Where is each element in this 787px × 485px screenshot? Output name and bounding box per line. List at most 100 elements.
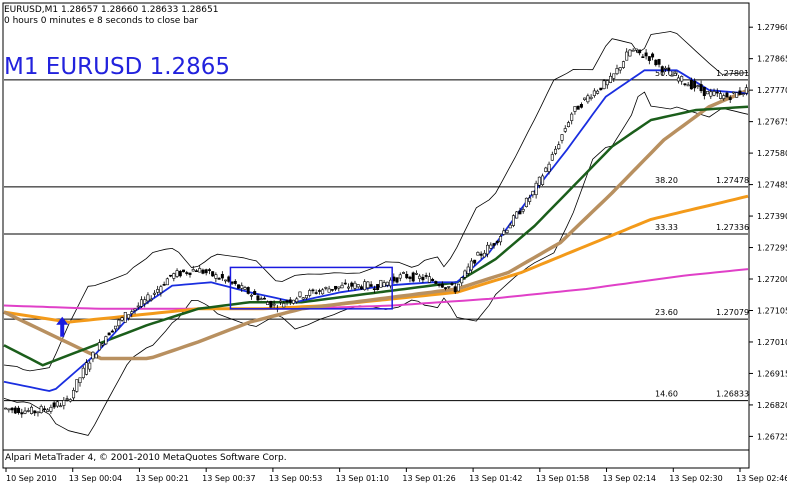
candle-body (735, 92, 739, 98)
candle-body (224, 279, 228, 282)
candle-body (709, 91, 713, 97)
candle-body (463, 270, 467, 278)
candle-body (392, 276, 396, 282)
time-tick-label: 13 Sep 00:21 (135, 474, 188, 483)
candle-body (149, 298, 153, 301)
candle-body (427, 276, 431, 283)
time-tick-label: 13 Sep 00:04 (69, 474, 122, 483)
candle-body (314, 292, 318, 294)
candle-body (204, 269, 208, 274)
candle-body (52, 402, 56, 408)
candle-body (482, 252, 486, 258)
candle-body (104, 336, 108, 345)
candle-body (97, 342, 101, 351)
candle-body (524, 197, 528, 208)
candle-body (418, 275, 422, 279)
candle-body (185, 272, 189, 274)
highlight-rectangle (229, 266, 393, 310)
ma-green-line (3, 105, 749, 367)
candle-body (272, 303, 276, 306)
candle-body (405, 273, 409, 279)
candle-body (162, 284, 166, 286)
candle-body (456, 283, 460, 292)
candle-body (279, 300, 283, 303)
candle-body (689, 80, 693, 90)
candle-body (515, 211, 519, 219)
time-tick-label: 13 Sep 00:53 (269, 474, 322, 483)
candle-body (654, 59, 658, 66)
candle-body (211, 271, 215, 277)
candle-body (243, 287, 247, 290)
candle-body (317, 290, 321, 292)
candle-body (411, 272, 415, 282)
fibo-price-label: 1.27336 (716, 223, 749, 232)
candle-body (101, 343, 105, 346)
candle-body (612, 73, 616, 79)
candle-body (253, 291, 257, 295)
candle-body (631, 49, 635, 52)
candle-body (4, 407, 8, 410)
candle-body (298, 291, 302, 297)
bollinger-upper (3, 31, 749, 372)
price-tick-label: 1.26820 (757, 401, 787, 410)
time-tick-label: 13 Sep 00:37 (202, 474, 255, 483)
time-tick-label: 13 Sep 02:30 (669, 474, 722, 483)
fibo-pct-label: 50.00 (655, 69, 678, 78)
candle-body (492, 243, 496, 246)
time-tick-label: 13 Sep 01:26 (402, 474, 455, 483)
candle-body (599, 87, 603, 91)
candle-body (366, 281, 370, 289)
candle-body (728, 97, 732, 101)
candle-body (165, 278, 169, 286)
time-axis: 10 Sep 2010 13 Sep 00:04 13 Sep 00:21 13 Se… (5, 468, 787, 483)
candle-body (508, 224, 512, 229)
ma-tan-line (3, 88, 749, 361)
candle-body (625, 51, 629, 61)
candle-body (262, 297, 266, 300)
fibo-price-label: 1.27478 (716, 176, 749, 185)
candle-body (389, 279, 393, 287)
candle-body (330, 289, 334, 291)
candle-body (136, 305, 140, 308)
copyright-text: Alpari MetaTrader 4, © 2001-2010 MetaQuo… (5, 453, 287, 463)
candle-body (563, 128, 567, 132)
candle-body (169, 274, 173, 277)
candle-body (440, 283, 444, 288)
candle-body (401, 272, 405, 274)
candle-body (282, 303, 286, 308)
candle-body (107, 332, 111, 336)
candle-body (356, 284, 360, 288)
candle-body (447, 286, 451, 288)
buy-arrow (56, 316, 69, 337)
candle-body (55, 401, 59, 407)
candle-body (133, 308, 137, 311)
consolidation-box (229, 266, 393, 310)
time-tick-label: 13 Sep 01:10 (336, 474, 389, 483)
candle-body (334, 285, 338, 290)
candle-body (17, 407, 21, 414)
candle-body (146, 294, 150, 302)
candle-body (198, 268, 202, 273)
candle-body (220, 273, 224, 279)
candle-body (7, 408, 11, 411)
candle-body (175, 270, 179, 277)
candle-body (495, 240, 499, 244)
candle-body (33, 410, 37, 414)
price-tick-label: 1.27295 (757, 244, 787, 253)
candle-body (363, 281, 367, 291)
candle-body (647, 56, 651, 61)
time-tick-label: 10 Sep 2010 (6, 474, 57, 483)
candle-body (706, 91, 710, 95)
ma-magenta-line (3, 268, 749, 310)
candle-body (473, 259, 477, 264)
price-tick-label: 1.26725 (757, 432, 787, 441)
symbol-ohlc-line: EURUSD,M1 1.28657 1.28660 1.28633 1.2865… (4, 5, 219, 15)
candle-body (702, 86, 706, 96)
candle-body (110, 330, 114, 333)
candle-body (628, 49, 632, 57)
candle-body (343, 282, 347, 285)
time-tick-label: 13 Sep 01:42 (469, 474, 522, 483)
candle-body (414, 273, 418, 275)
candle-body (337, 286, 341, 289)
time-tick-label: 13 Sep 02:14 (603, 474, 656, 483)
